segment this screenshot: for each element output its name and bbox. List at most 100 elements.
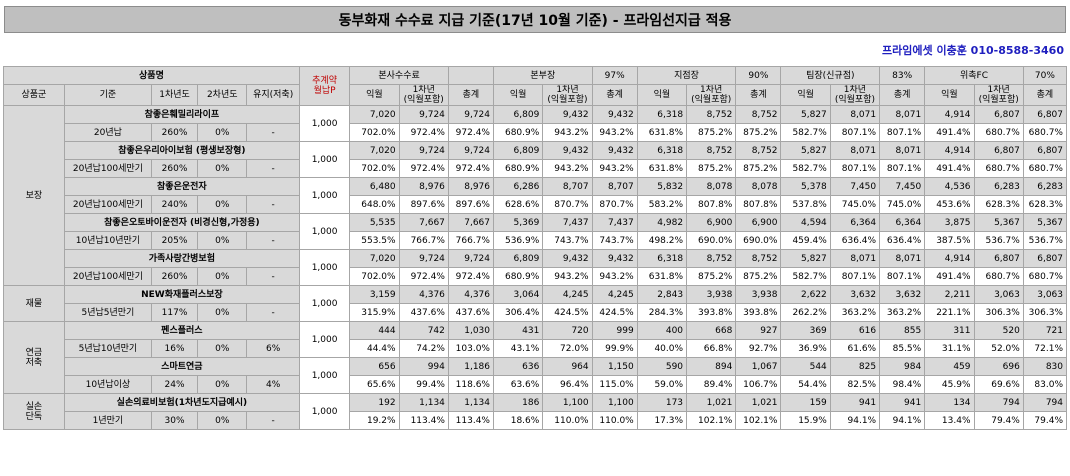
percent-cell: 36.9% [780,339,831,358]
percent-cell: 315.9% [349,303,400,322]
percent-cell: 424.5% [591,303,638,322]
second-year-rate: 0% [197,159,248,178]
category-label: 연금 저축 [3,321,65,394]
amount-cell: 8,752 [735,105,782,124]
amount-cell: 4,376 [447,285,495,304]
amount-cell: 696 [973,357,1024,376]
percent-cell: 680.7% [1022,123,1068,142]
amount-cell: 444 [349,321,400,340]
percent-cell: 537.8% [780,195,831,214]
header-group-3: 팀장(신규점) [780,66,881,85]
page-title: 동부화재 수수료 지급 기준(17년 10월 기준) - 프라임선지급 적용 [4,6,1066,33]
percent-cell: 536.9% [492,231,544,250]
maintenance-rate: - [246,411,300,430]
percent-cell: 875.2% [686,123,737,142]
percent-cell: 636.4% [879,231,926,250]
second-year-rate: 0% [197,195,248,214]
percent-cell: 437.6% [398,303,449,322]
amount-cell: 186 [492,393,544,412]
percent-cell: 284.3% [636,303,688,322]
percent-cell: 648.0% [349,195,400,214]
amount-cell: 6,807 [973,249,1024,268]
percent-cell: 807.1% [829,123,881,142]
amount-cell: 8,752 [686,105,737,124]
percent-cell: 870.7% [542,195,593,214]
payment-basis: 20년납100세만기 [63,195,152,214]
amount-cell: 4,536 [924,177,975,196]
amount-cell: 400 [636,321,688,340]
table-row: 20년납100세만기 260% 0% -702.0% 972.4% 972.4% 680.9… [4,267,1068,286]
percent-cell: 680.7% [973,159,1024,178]
header-next-month: 익월 [492,84,544,106]
amount-cell: 5,367 [1022,213,1068,232]
header-group-1: 본부장 [493,66,593,85]
amount-cell: 984 [879,357,926,376]
product-name: 참좋은운전자 [63,177,300,196]
amount-cell: 8,752 [686,141,737,160]
percent-cell: 44.4% [349,339,400,358]
first-year-rate: 117% [150,303,199,322]
percent-cell: 102.1% [735,411,782,430]
amount-cell: 4,914 [924,249,975,268]
amount-cell: 794 [1022,393,1068,412]
percent-cell: 96.4% [542,375,593,394]
table-row: 5년납10년만기 16% 0% 6% 44.4% 74.2% 103.0% 43.1% 72.0… [4,339,1068,358]
percent-cell: 110.0% [591,411,638,430]
percent-cell: 680.7% [1022,267,1068,286]
table-row: 1년만기 30% 0% -19.2% 113.4% 113.4% 18.6% 110.0% 11… [4,411,1068,430]
percent-cell: 94.1% [829,411,881,430]
percent-cell: 306.3% [973,303,1024,322]
amount-cell: 6,364 [829,213,881,232]
percent-cell: 99.4% [398,375,449,394]
amount-cell: 8,071 [879,249,926,268]
header-group-0: 본사수수료 [349,66,449,85]
amount-cell: 4,376 [398,285,449,304]
percent-cell: 972.4% [398,267,449,286]
amount-cell: 5,367 [973,213,1024,232]
amount-cell: 8,071 [879,105,926,124]
amount-cell: 7,667 [398,213,449,232]
percent-cell: 680.7% [973,267,1024,286]
percent-cell: 79.4% [1022,411,1068,430]
amount-cell: 1,030 [447,321,495,340]
percent-cell: 13.4% [924,411,975,430]
amount-cell: 7,437 [542,213,593,232]
header-group-pct-1: 97% [591,66,638,85]
amount-cell: 3,063 [1022,285,1068,304]
amount-cell: 9,432 [591,105,638,124]
amount-cell: 9,432 [591,249,638,268]
percent-cell: 690.0% [735,231,782,250]
amount-cell: 720 [542,321,593,340]
payment-basis: 20년납 [63,123,152,142]
amount-cell: 459 [924,357,975,376]
percent-cell: 61.6% [829,339,881,358]
amount-cell: 4,245 [591,285,638,304]
amount-cell: 9,432 [591,141,638,160]
amount-cell: 5,378 [780,177,831,196]
amount-cell: 6,480 [349,177,400,196]
table-row: 스마트연금 1,000 656 994 1,186 636 964 1,150 590 894 1,… [4,357,1068,394]
percent-cell: 943.2% [542,123,593,142]
percent-cell: 631.8% [636,159,688,178]
amount-cell: 7,020 [349,141,400,160]
percent-cell: 745.0% [829,195,881,214]
amount-cell: 5,827 [780,249,831,268]
amount-cell: 6,318 [636,141,688,160]
payment-basis: 20년납100세만기 [63,267,152,286]
percent-cell: 115.0% [591,375,638,394]
percent-cell: 89.4% [686,375,737,394]
amount-cell: 6,283 [1022,177,1068,196]
amount-cell: 4,982 [636,213,688,232]
percent-cell: 680.7% [1022,159,1068,178]
amount-cell: 4,914 [924,141,975,160]
table-row: 20년납100세만기 260% 0% -702.0% 972.4% 972.4% 680.9… [4,159,1068,178]
percent-cell: 393.8% [735,303,782,322]
amount-cell: 8,976 [398,177,449,196]
header-total: 총계 [447,84,495,106]
amount-cell: 8,071 [829,249,881,268]
percent-cell: 582.7% [780,159,831,178]
header-next-month: 익월 [636,84,688,106]
percent-cell: 393.8% [686,303,737,322]
header-next-month: 익월 [924,84,975,106]
percent-cell: 875.2% [735,123,782,142]
